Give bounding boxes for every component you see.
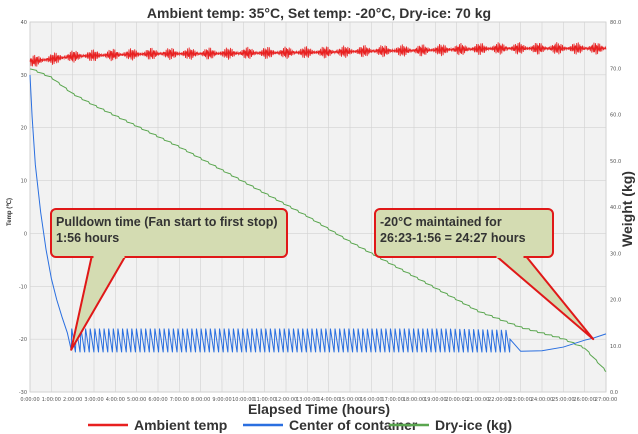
y-right-tick-label: 60.0 (610, 113, 621, 119)
y-left-tick-label: -10 (19, 284, 27, 290)
callout-text-line: 1:56 hours (56, 231, 119, 245)
y-right-tick-label: 50.0 (610, 159, 621, 165)
callout-text-line: Pulldown time (Fan start to first stop) (56, 215, 278, 229)
x-tick-label: 15:00:00 (339, 397, 361, 403)
y-left-tick-label: 20 (21, 126, 27, 132)
y-right-tick-label: 30.0 (610, 251, 621, 257)
legend: Ambient temp Center of container Dry-ice (… (88, 417, 512, 433)
callout: -20°C maintained for 26:23-1:56 = 24:27 h… (374, 208, 595, 341)
grid (29, 21, 607, 393)
x-tick-label: 27:00:00 (595, 397, 617, 403)
x-tick-label: 8:00:00 (191, 397, 210, 403)
x-tick-label: 25:00:00 (552, 397, 574, 403)
x-tick-label: 9:00:00 (212, 397, 231, 403)
plot-area (29, 21, 607, 393)
y-left-tick-label: 10 (21, 179, 27, 185)
chart-title: Ambient temp: 35°C, Set temp: -20°C, Dry… (147, 5, 491, 21)
x-tick-label: 26:00:00 (573, 397, 595, 403)
x-tick-label: 12:00:00 (275, 397, 297, 403)
x-tick-label: 0:00:00 (20, 397, 39, 403)
dry-ice-line (29, 68, 607, 373)
legend-label: Ambient temp (134, 417, 227, 433)
y-left-tick-label: 30 (21, 73, 27, 79)
y-left-tick-label: -30 (19, 390, 27, 396)
callout: Pulldown time (Fan start to first stop) 1… (50, 208, 288, 351)
x-tick-label: 18:00:00 (403, 397, 425, 403)
x-tick-label: 3:00:00 (84, 397, 103, 403)
y-axis-left-title: Temp (℃) (6, 198, 13, 226)
x-tick-label: 5:00:00 (127, 397, 146, 403)
x-tick-label: 19:00:00 (424, 397, 446, 403)
x-tick-label: 14:00:00 (317, 397, 339, 403)
y-right-tick-label: 80.0 (610, 20, 621, 26)
x-tick-label: 7:00:00 (170, 397, 189, 403)
x-tick-label: 10:00:00 (232, 397, 254, 403)
y-right-tick-label: 20.0 (610, 298, 621, 304)
x-tick-label: 23:00:00 (509, 397, 531, 403)
x-tick-label: 6:00:00 (148, 397, 167, 403)
x-tick-label: 17:00:00 (381, 397, 403, 403)
callout-text-line: 26:23-1:56 = 24:27 hours (380, 231, 526, 245)
x-tick-label: 11:00:00 (253, 397, 275, 403)
x-tick-label: 4:00:00 (106, 397, 125, 403)
legend-label: Dry-ice (kg) (435, 417, 512, 433)
legend-label: Center of container (289, 417, 418, 433)
y-axis-right-title: Weight (kg) (619, 171, 635, 247)
center-of-container-line (29, 74, 607, 353)
x-tick-label: 21:00:00 (467, 397, 489, 403)
x-tick-label: 13:00:00 (296, 397, 318, 403)
y-right-tick-label: 40.0 (610, 205, 621, 211)
ambient-temp-line (29, 42, 607, 67)
y-left-tick-label: 40 (21, 20, 27, 26)
series-group (29, 42, 607, 373)
callout-box (50, 208, 288, 258)
callout-joint (93, 254, 125, 258)
callouts: Pulldown time (Fan start to first stop) 1… (50, 208, 595, 351)
y-left-tick-label: -20 (19, 337, 27, 343)
x-tick-label: 16:00:00 (360, 397, 382, 403)
x-tick-label: 1:00:00 (42, 397, 61, 403)
plot-background (29, 21, 607, 393)
callout-text-line: -20°C maintained for (380, 215, 502, 229)
x-axis-title: Elapsed Time (hours) (248, 401, 390, 417)
x-tick-label: 22:00:00 (488, 397, 510, 403)
y-right-tick-label: 0.0 (610, 390, 618, 396)
x-tick-label: 2:00:00 (63, 397, 82, 403)
x-tick-label: 24:00:00 (531, 397, 553, 403)
y-right-tick-label: 70.0 (610, 66, 621, 72)
callout-joint (496, 254, 524, 258)
y-right-tick-label: 10.0 (610, 344, 621, 350)
callout-box (374, 208, 554, 258)
y-left-tick-label: 0 (24, 231, 27, 237)
x-tick-label: 20:00:00 (445, 397, 467, 403)
axes: 0:00:00 1:00:00 2:00:00 3:00:00 4:00:00 5:00:… (19, 20, 621, 403)
